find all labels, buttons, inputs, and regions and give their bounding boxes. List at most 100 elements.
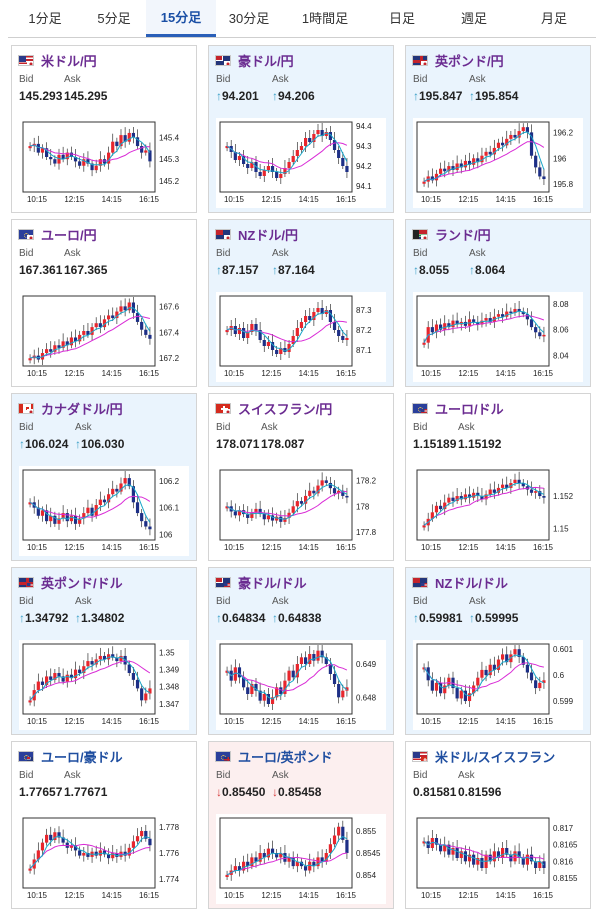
currency-pair-link[interactable]: スイスフラン/円 [215, 400, 332, 417]
candle [57, 154, 61, 164]
bid-value: 0.85450 [222, 785, 266, 799]
currency-pair-link[interactable]: ユーロ/円 [18, 226, 97, 243]
candle [258, 690, 262, 701]
candle [49, 834, 53, 841]
currency-pair-link[interactable]: ランド/円 [412, 226, 491, 243]
rate-card[interactable]: スイスフラン/円 Bid Ask 178.071 178.087 178.2 178 177.… [208, 393, 394, 561]
currency-pair-link[interactable]: 米ドル/スイスフラン [412, 748, 555, 765]
candle [430, 680, 434, 691]
tab-1hour[interactable]: 1時間足 [301, 11, 349, 26]
candle [144, 693, 148, 701]
moving-average-short [29, 835, 151, 869]
candle [49, 676, 53, 680]
mini-candle-chart[interactable]: 8.08 8.06 8.04 10:15 12:15 14:15 16:15 [413, 292, 583, 382]
currency-pair-link[interactable]: NZドル/ドル [412, 574, 508, 591]
mini-candle-chart[interactable]: 87.3 87.2 87.1 10:15 12:15 14:15 16:15 [216, 292, 386, 382]
rate-card[interactable]: 英ポンド/ドル Bid Ask ↑1.34792 ↑1.34802 1.35 1.349 1.… [11, 567, 197, 735]
candle [123, 478, 127, 484]
currency-pair-link[interactable]: カナダドル/円 [18, 400, 123, 417]
mini-candle-chart[interactable]: 167.6 167.4 167.2 10:15 12:15 14:15 16:15 [19, 292, 189, 382]
mini-candle-chart[interactable]: 106.2 106.1 106 10:15 12:15 14:15 16:15 [19, 466, 189, 556]
candle [82, 513, 86, 519]
rate-card[interactable]: ユーロ/円 Bid Ask 167.361 167.365 167.6 167.4 167.2… [11, 219, 197, 387]
candle [501, 654, 505, 660]
y-tick-label: 94.1 [356, 182, 372, 191]
rate-card[interactable]: ランド/円 Bid Ask ↑8.055 ↑8.064 8.08 8.06 8.04 10:15… [405, 219, 591, 387]
mini-candle-chart[interactable]: 1.35 1.349 1.348 1.347 10:15 12:15 14:15 16:15 [19, 640, 189, 730]
mini-candle-chart[interactable]: 1.778 1.776 1.774 10:15 12:15 14:15 16:15 [19, 814, 189, 904]
candle [534, 861, 538, 868]
candle [304, 495, 308, 504]
currency-pair-link[interactable]: 豪ドル/円 [215, 52, 294, 69]
currency-pair-link[interactable]: 米ドル/円 [18, 52, 97, 69]
candle [65, 152, 69, 160]
rate-card[interactable]: NZドル/円 Bid Ask ↑87.157 ↑87.164 87.3 87.2 87.1 10… [208, 219, 394, 387]
y-tick-label: 195.8 [553, 180, 574, 189]
candlestick-chart: 106.2 106.1 106 10:15 12:15 14:15 16:15 [22, 469, 180, 552]
candle [28, 502, 32, 505]
rate-card[interactable]: 米ドル/円 Bid Ask 145.293 145.295 145.4 145.3 145.2… [11, 45, 197, 213]
tab-30min[interactable]: 30分足 [228, 11, 270, 26]
currency-pair-link[interactable]: ユーロ/英ポンド [215, 748, 333, 765]
candle [98, 499, 102, 505]
candle [61, 154, 65, 160]
moving-average-long [226, 320, 347, 343]
candle [53, 673, 57, 680]
rate-card[interactable]: ユーロ/ドル Bid Ask 1.15189 1.15192 1.152 1.15 10:15… [405, 393, 591, 561]
candle [262, 514, 266, 520]
candle [225, 330, 229, 333]
mini-candle-chart[interactable]: 1.152 1.15 10:15 12:15 14:15 16:15 [413, 466, 583, 556]
candle [476, 858, 480, 865]
ask-value: 0.64838 [278, 611, 322, 625]
tab-1min[interactable]: 1分足 [28, 11, 62, 26]
currency-pair-link[interactable]: 英ポンド/ドル [18, 574, 123, 591]
candle [484, 494, 488, 500]
currency-pair-link[interactable]: 豪ドル/ドル [215, 574, 307, 591]
candle [324, 132, 328, 136]
x-tick-label: 14:15 [299, 369, 320, 378]
candle [28, 868, 32, 871]
ask-value: 1.77671 [64, 785, 108, 799]
mini-candle-chart[interactable]: 145.4 145.3 145.2 10:15 12:15 14:15 16:15 [19, 118, 189, 208]
ask-label: Ask [272, 770, 289, 781]
candle [287, 857, 291, 862]
currency-pair-link[interactable]: 英ポンド/円 [412, 52, 504, 69]
candle [45, 834, 49, 843]
mini-candle-chart[interactable]: 178.2 178 177.8 10:15 12:15 14:15 16:15 [216, 466, 386, 556]
tab-5min[interactable]: 5分足 [97, 11, 131, 26]
candle [308, 316, 312, 320]
tab-15min[interactable]: 15分足 [146, 0, 216, 37]
tab-daily[interactable]: 日足 [388, 11, 415, 26]
mini-candle-chart[interactable]: 0.649 0.648 10:15 12:15 14:15 16:15 [216, 640, 386, 730]
rate-card[interactable]: 豪ドル/ドル Bid Ask ↑0.64834 ↑0.64838 0.649 0.648 10… [208, 567, 394, 735]
candle [434, 682, 439, 691]
mini-candle-chart[interactable]: 94.4 94.3 94.2 94.1 10:15 12:15 14:15 16:15 [216, 118, 386, 208]
rate-card[interactable]: ユーロ/英ポンド Bid Ask ↓0.85450 ↓0.85458 0.855 0.854… [208, 741, 394, 909]
rate-card[interactable]: NZドル/ドル Bid Ask ↑0.59981 ↑0.59995 0.601 0.6 0.5… [405, 567, 591, 735]
mini-candle-chart[interactable]: 0.817 0.8165 0.816 0.8155 10:15 12:15 14:15 16:… [413, 814, 583, 904]
rate-card[interactable]: 米ドル/スイスフラン Bid Ask 0.81581 0.81596 0.817 0.816… [405, 741, 591, 909]
mini-candle-chart[interactable]: 0.601 0.6 0.599 10:15 12:15 14:15 16:15 [413, 640, 583, 730]
tab-weekly[interactable]: 週足 [460, 11, 487, 26]
rate-card[interactable]: 英ポンド/円 Bid Ask ↑195.847 ↑195.854 196.2 196 195.… [405, 45, 591, 213]
currency-pair-link[interactable]: NZドル/円 [215, 226, 298, 243]
bid-label: Bid [413, 248, 428, 259]
candle [328, 664, 332, 674]
mini-candle-chart[interactable]: 196.2 196 195.8 10:15 12:15 14:15 16:15 [413, 118, 583, 208]
candle [521, 127, 525, 132]
currency-pair-name: ユーロ/豪ドル [41, 749, 123, 765]
currency-pair-name: ユーロ/英ポンド [238, 749, 333, 765]
bid-value: 0.64834 [222, 611, 266, 625]
y-tick-label: 167.4 [159, 328, 180, 337]
mini-candle-chart[interactable]: 0.855 0.8545 0.854 10:15 12:15 14:15 16:15 [216, 814, 386, 904]
rate-card[interactable]: カナダドル/円 Bid Ask ↑106.024 ↑106.030 106.2 106.1 1… [11, 393, 197, 561]
candle [90, 661, 94, 665]
candle [542, 176, 546, 180]
currency-pair-link[interactable]: ユーロ/ドル [412, 400, 504, 417]
tab-monthly[interactable]: 月足 [540, 11, 567, 26]
candle [127, 664, 131, 674]
currency-pair-link[interactable]: ユーロ/豪ドル [18, 748, 123, 765]
y-tick-label: 0.817 [553, 824, 574, 833]
rate-card[interactable]: 豪ドル/円 Bid Ask ↑94.201 ↑94.206 94.4 94.3 94.2 94.… [208, 45, 394, 213]
rate-card[interactable]: ユーロ/豪ドル Bid Ask 1.77657 1.77671 1.778 1.776 1.7… [11, 741, 197, 909]
